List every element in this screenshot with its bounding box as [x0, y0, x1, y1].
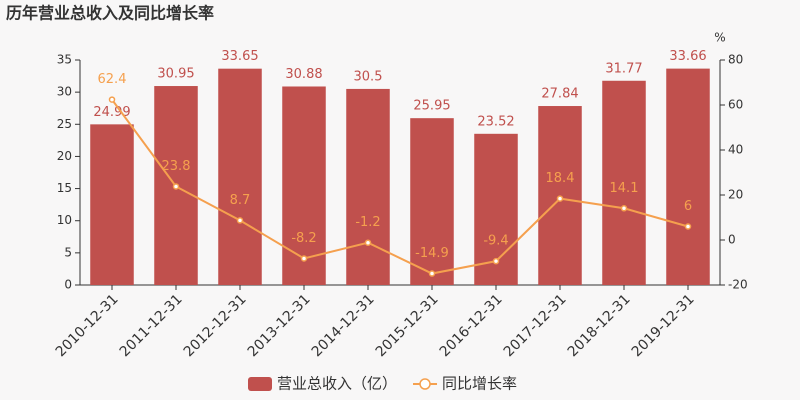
legend-label: 营业总收入（亿）	[277, 375, 397, 393]
line-value-label: 18.4	[546, 171, 575, 186]
y-tick-label: 15	[57, 181, 72, 195]
line-point	[300, 255, 308, 262]
x-tick-label: 2011-12-31	[117, 291, 186, 360]
y-tick-label: 10	[57, 213, 72, 227]
bar-value-label: 33.66	[669, 49, 706, 64]
x-tick-label: 2015-12-31	[373, 291, 442, 360]
y-tick-label: 30	[57, 85, 72, 99]
y-tick-label: 5	[64, 245, 72, 259]
y-tick-label: 20	[57, 149, 72, 163]
bar	[602, 80, 646, 285]
y2-tick-label: 0	[728, 233, 736, 247]
line	[111, 99, 689, 275]
y2-axis-label: %	[714, 31, 725, 45]
bar-value-label: 30.5	[354, 69, 383, 84]
line-point	[492, 257, 500, 265]
legend-item[interactable]: 同比增长率	[413, 375, 517, 393]
line-point	[556, 195, 564, 202]
bar-value-label: 33.65	[221, 49, 258, 64]
line-point	[428, 270, 436, 277]
line-value-label: 8.7	[230, 193, 251, 208]
line-point	[684, 223, 692, 230]
bar	[346, 88, 390, 285]
line-point	[364, 239, 372, 246]
bar-value-label: 31.77	[605, 61, 642, 76]
bar	[282, 86, 326, 285]
line-point	[108, 96, 116, 103]
bar	[410, 118, 454, 285]
x-tick-label: 2017-12-31	[501, 291, 570, 360]
bar-value-label: 24.99	[93, 105, 130, 120]
bar-value-label: 23.52	[477, 114, 514, 129]
y2-tick-label: 20	[728, 188, 743, 202]
line-value-label: -1.2	[355, 215, 380, 230]
chart-title: 历年营业总收入及同比增长率	[6, 4, 214, 23]
x-tick-label: 2019-12-31	[629, 291, 698, 360]
y-tick-label: 0	[64, 278, 72, 292]
x-tick-label: 2016-12-31	[437, 291, 506, 360]
y2-tick-label: 40	[728, 143, 743, 157]
y2-tick-label: -20	[728, 278, 748, 292]
bar	[218, 68, 262, 285]
line-value-label: -14.9	[415, 246, 449, 261]
bar-value-label: 27.84	[541, 87, 578, 102]
bar-value-label: 25.95	[413, 99, 450, 114]
line-value-label: 14.1	[610, 181, 639, 196]
legend-label: 同比增长率	[442, 375, 517, 393]
x-tick-label: 2010-12-31	[53, 291, 122, 360]
bar	[90, 124, 134, 285]
line-point	[236, 217, 244, 224]
legend-marker	[419, 378, 431, 390]
line-value-label: -9.4	[483, 234, 508, 249]
line-value-label: -8.2	[291, 231, 316, 246]
legend-item[interactable]: 营业总收入（亿）	[248, 375, 397, 393]
legend-swatch	[248, 377, 272, 391]
y-tick-label: 35	[57, 53, 72, 67]
y2-tick-label: 80	[728, 53, 743, 67]
y2-tick-label: 60	[728, 98, 743, 112]
line-point	[172, 183, 180, 190]
x-tick-label: 2012-12-31	[181, 291, 250, 360]
line-point	[620, 205, 628, 212]
line-value-label: 23.8	[162, 159, 191, 174]
line-value-label: 62.4	[98, 72, 127, 87]
line-value-label: 6	[684, 199, 692, 214]
x-tick-label: 2014-12-31	[309, 291, 378, 360]
x-tick-label: 2013-12-31	[245, 291, 314, 360]
bar	[666, 68, 710, 285]
bar-value-label: 30.95	[157, 67, 194, 82]
bar-value-label: 30.88	[285, 67, 322, 82]
x-tick-label: 2018-12-31	[565, 291, 634, 360]
y-tick-label: 25	[57, 117, 72, 131]
